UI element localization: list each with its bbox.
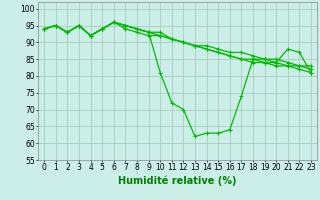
X-axis label: Humidité relative (%): Humidité relative (%) [118, 175, 237, 186]
